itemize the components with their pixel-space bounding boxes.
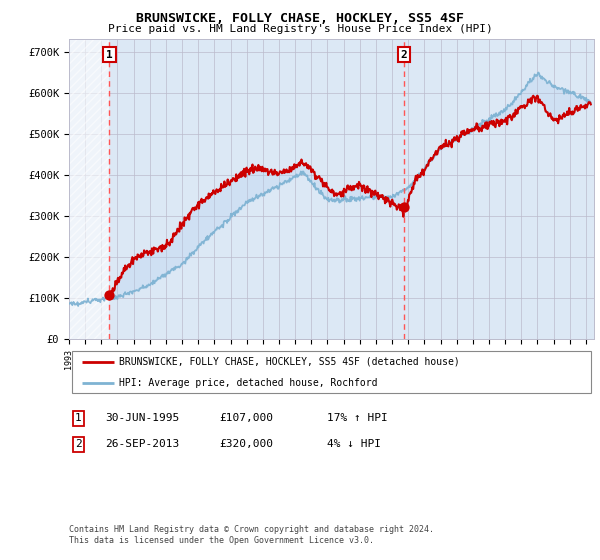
Text: 2: 2: [75, 439, 82, 449]
Text: 17% ↑ HPI: 17% ↑ HPI: [327, 413, 388, 423]
Text: £320,000: £320,000: [219, 439, 273, 449]
Bar: [69, 39, 109, 339]
Text: 26-SEP-2013: 26-SEP-2013: [105, 439, 179, 449]
Text: Contains HM Land Registry data © Crown copyright and database right 2024.
This d: Contains HM Land Registry data © Crown c…: [69, 525, 434, 545]
Point: [104, 291, 114, 300]
Text: HPI: Average price, detached house, Rochford: HPI: Average price, detached house, Roch…: [119, 378, 377, 388]
Point: [400, 203, 409, 212]
Text: 30-JUN-1995: 30-JUN-1995: [105, 413, 179, 423]
Text: £107,000: £107,000: [219, 413, 273, 423]
Text: Price paid vs. HM Land Registry's House Price Index (HPI): Price paid vs. HM Land Registry's House …: [107, 24, 493, 34]
Text: BRUNSWICKE, FOLLY CHASE, HOCKLEY, SS5 4SF: BRUNSWICKE, FOLLY CHASE, HOCKLEY, SS5 4S…: [136, 12, 464, 25]
Text: 4% ↓ HPI: 4% ↓ HPI: [327, 439, 381, 449]
Text: 1: 1: [106, 50, 113, 60]
Text: 1: 1: [75, 413, 82, 423]
Text: 2: 2: [401, 50, 407, 60]
Text: BRUNSWICKE, FOLLY CHASE, HOCKLEY, SS5 4SF (detached house): BRUNSWICKE, FOLLY CHASE, HOCKLEY, SS5 4S…: [119, 357, 460, 367]
FancyBboxPatch shape: [71, 351, 592, 393]
